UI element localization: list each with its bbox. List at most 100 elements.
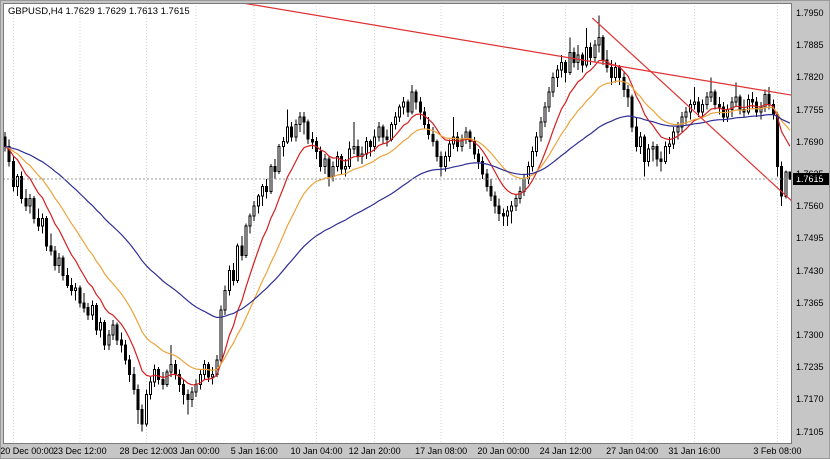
price-axis-label: 1.7560 (796, 201, 824, 212)
chart-plot-area[interactable]: GBPUSD,H4 1.7629 1.7629 1.7613 1.7615 (3, 3, 792, 444)
candle-bullish (535, 136, 539, 153)
descending-channel-support-line[interactable] (591, 17, 792, 202)
candle-bearish (630, 96, 634, 128)
price-axis-label: 1.7495 (796, 233, 824, 244)
candle-bearish (20, 175, 24, 200)
candle-bullish (41, 218, 44, 227)
candle-bearish (70, 284, 73, 291)
candle-bullish (236, 245, 240, 282)
candle-bearish (128, 359, 132, 376)
candle-bullish (663, 146, 667, 163)
candle-bullish (518, 190, 522, 200)
candle-bearish (717, 104, 721, 108)
candle-bullish (398, 106, 402, 118)
candle-bullish (555, 69, 559, 78)
candle-bearish (381, 126, 385, 138)
candle-bearish (780, 166, 784, 197)
candle-bearish (24, 198, 28, 207)
candle-bearish (319, 151, 323, 168)
candle-bearish (767, 94, 771, 106)
candle-bullish (344, 166, 348, 170)
time-axis-label: 31 Jan 16:00 (668, 446, 721, 456)
candle-bullish (256, 195, 260, 207)
price-axis-label: 1.7950 (796, 7, 824, 18)
candle-bullish (331, 166, 335, 177)
time-axis-label: 23 Dec 12:00 (53, 446, 107, 456)
candle-bearish (713, 91, 717, 106)
candle-bullish (668, 143, 671, 148)
candle-bearish (45, 218, 49, 247)
candle-bullish (294, 123, 298, 138)
candle-bearish (385, 136, 389, 140)
descending-resistance-line[interactable] (242, 3, 792, 96)
candle-bullish (506, 210, 509, 217)
candle-bearish (36, 218, 40, 227)
candle-bearish (414, 91, 418, 103)
candle-bearish (290, 126, 294, 138)
candle-bullish (402, 101, 406, 108)
time-axis-label: 12 Jan 20:00 (348, 446, 401, 456)
time-axis-label: 28 Dec 12:00 (119, 446, 174, 456)
time-axis-label: 24 Jan 12:00 (539, 446, 592, 456)
candle-bearish (78, 287, 82, 304)
candle-bearish (115, 324, 119, 341)
time-axis-label: 20 Jan 00:00 (477, 446, 530, 456)
candle-bearish (485, 173, 489, 187)
chart-canvas[interactable] (3, 3, 792, 444)
candle-bearish (738, 96, 742, 110)
candle-bearish (601, 37, 605, 61)
candle-bullish (560, 62, 563, 71)
candle-bullish (522, 178, 526, 192)
candle-bearish (626, 89, 630, 98)
ma-fast-red (4, 59, 791, 386)
candle-bearish (3, 136, 7, 148)
candle-bullish (692, 101, 696, 106)
candle-bearish (327, 158, 331, 177)
candle-bullish (248, 215, 252, 227)
time-axis-label: 5 Jan 16:00 (230, 446, 278, 456)
candle-bullish (373, 136, 377, 148)
candle-bullish (593, 44, 597, 58)
candle-bullish (364, 141, 368, 155)
candle-bullish (219, 309, 223, 361)
candle-bearish (697, 101, 701, 113)
candle-bullish (539, 121, 543, 138)
candle-bearish (240, 245, 244, 257)
candle-bearish (178, 374, 181, 386)
candle-bullish (709, 91, 713, 98)
time-axis[interactable]: 20 Dec 00:00 23 Dec 12:00 28 Dec 12:00 3 Ja… (1, 446, 801, 458)
candle-bearish (481, 161, 485, 175)
candle-bearish (273, 166, 277, 172)
price-axis-label: 1.7300 (796, 329, 824, 340)
candle-bearish (406, 101, 410, 113)
candle-bearish (32, 198, 36, 219)
candle-bullish (393, 116, 397, 125)
candle-bearish (232, 270, 235, 282)
candle-bearish (572, 52, 576, 63)
candle-bearish (439, 156, 443, 168)
price-axis-label: 1.7690 (796, 136, 824, 147)
candle-bullish (647, 148, 651, 163)
price-axis-label: 1.7820 (796, 72, 824, 83)
candle-bullish (784, 171, 788, 197)
candle-bullish (730, 101, 734, 110)
candle-bullish (514, 198, 518, 207)
candle-bullish (286, 126, 289, 143)
time-axis-label: 3 Jan 00:00 (172, 446, 220, 456)
candle-bullish (547, 91, 551, 108)
candle-bearish (49, 245, 53, 252)
candle-bearish (302, 116, 306, 123)
candle-bullish (734, 96, 738, 103)
candle-bearish (369, 141, 372, 148)
candle-bearish (435, 141, 439, 158)
candle-bearish (497, 205, 501, 215)
candle-bearish (310, 138, 314, 143)
candle-bullish (759, 106, 763, 113)
candle-bearish (423, 111, 426, 125)
price-axis[interactable]: 1.7615 1.7950 1.7885 1.7820 1.7755 1.7690 1.7… (793, 3, 829, 444)
candle-bearish (173, 364, 177, 376)
candle-bearish (501, 213, 505, 217)
candle-bearish (622, 76, 626, 91)
candle-bearish (140, 408, 144, 425)
